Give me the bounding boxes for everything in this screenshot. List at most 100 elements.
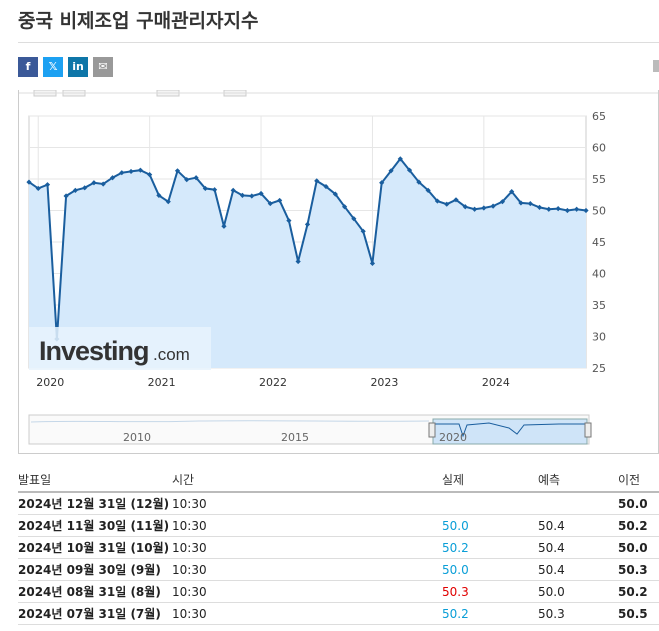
- row-actual: 50.0: [442, 518, 469, 533]
- data-point[interactable]: [397, 156, 403, 162]
- twitter-share-button[interactable]: 𝕏: [43, 57, 63, 77]
- data-point[interactable]: [490, 203, 496, 209]
- data-point[interactable]: [63, 193, 69, 199]
- row-forecast: 50.4: [538, 562, 565, 577]
- data-point[interactable]: [434, 198, 440, 204]
- header-date[interactable]: 발표일: [18, 473, 52, 487]
- data-point[interactable]: [332, 191, 338, 197]
- x-tick-label: 2020: [36, 376, 64, 389]
- data-point[interactable]: [100, 181, 106, 187]
- row-previous: 50.0: [618, 540, 648, 555]
- data-point[interactable]: [509, 189, 515, 195]
- data-point[interactable]: [202, 185, 208, 192]
- data-point[interactable]: [147, 171, 153, 178]
- row-time: 10:30: [172, 540, 207, 555]
- row-time: 10:30: [172, 496, 207, 511]
- data-point[interactable]: [230, 187, 236, 193]
- data-point[interactable]: [137, 167, 143, 173]
- chart-navigator[interactable]: 2010 2015 2020: [28, 414, 592, 445]
- header-previous: 이전: [618, 473, 641, 487]
- data-point[interactable]: [165, 199, 171, 205]
- data-point[interactable]: [518, 200, 524, 206]
- x-tick-label: 2022: [259, 376, 287, 389]
- data-point[interactable]: [26, 179, 32, 185]
- data-point[interactable]: [444, 201, 450, 207]
- data-point[interactable]: [481, 205, 487, 211]
- data-point[interactable]: [536, 204, 543, 210]
- data-point[interactable]: [360, 228, 366, 234]
- data-point[interactable]: [472, 206, 478, 212]
- release-history-table: 발표일 시간 실제 예측 이전 2024년 12월 31일 (12월) 10:3…: [18, 468, 659, 625]
- data-point[interactable]: [277, 197, 283, 204]
- linkedin-icon: in: [72, 60, 84, 73]
- linkedin-share-button[interactable]: in: [68, 57, 88, 77]
- data-point[interactable]: [388, 168, 394, 174]
- data-point[interactable]: [193, 175, 199, 181]
- facebook-share-button[interactable]: f: [18, 57, 38, 77]
- row-forecast: 50.4: [538, 540, 565, 555]
- data-point[interactable]: [304, 221, 311, 227]
- data-point[interactable]: [546, 206, 552, 212]
- row-date: 2024년 12월 31일 (12월): [18, 497, 170, 511]
- row-time: 10:30: [172, 562, 207, 577]
- row-forecast: 50.3: [538, 606, 565, 621]
- navigator-selected-range[interactable]: [432, 418, 588, 445]
- data-point[interactable]: [379, 180, 385, 186]
- row-actual: 50.2: [442, 540, 469, 555]
- x-tick-label: 2021: [148, 376, 176, 389]
- series-area: [29, 158, 586, 368]
- email-share-button[interactable]: ✉: [93, 57, 113, 77]
- row-forecast: 50.4: [538, 518, 565, 533]
- data-point[interactable]: [249, 193, 255, 199]
- x-tick-label: 2024: [482, 376, 510, 389]
- navigator-left-handle[interactable]: [428, 422, 436, 438]
- data-point[interactable]: [286, 217, 292, 224]
- table-row: 2024년 07월 31일 (7월) 10:30 50.2 50.3 50.5: [18, 603, 659, 625]
- data-point[interactable]: [369, 260, 376, 267]
- data-point[interactable]: [416, 179, 422, 185]
- data-point[interactable]: [258, 190, 264, 197]
- data-point[interactable]: [462, 204, 468, 210]
- data-point[interactable]: [453, 197, 459, 203]
- data-point[interactable]: [425, 187, 431, 193]
- data-point[interactable]: [583, 207, 589, 214]
- y-tick-label: 25: [592, 362, 606, 375]
- row-actual: 50.0: [442, 562, 469, 577]
- data-point[interactable]: [211, 187, 218, 193]
- header-actual: 실제: [442, 473, 465, 487]
- print-icon[interactable]: [653, 60, 659, 72]
- data-point[interactable]: [35, 185, 41, 192]
- data-point[interactable]: [128, 168, 134, 175]
- data-point[interactable]: [574, 206, 580, 212]
- header-time: 시간: [172, 473, 195, 487]
- data-point[interactable]: [91, 180, 97, 186]
- data-point[interactable]: [184, 177, 190, 183]
- data-point[interactable]: [174, 168, 181, 174]
- data-point[interactable]: [323, 183, 329, 190]
- page-title: 중국 비제조업 구매관리자지수: [18, 10, 259, 32]
- data-point[interactable]: [499, 199, 506, 205]
- logo-text-main: Investing: [39, 336, 149, 366]
- data-point[interactable]: [406, 167, 413, 173]
- data-point[interactable]: [239, 192, 246, 198]
- data-point[interactable]: [109, 175, 116, 181]
- navigator-right-handle[interactable]: [584, 422, 592, 438]
- row-time: 10:30: [172, 518, 207, 533]
- data-point[interactable]: [351, 216, 357, 222]
- row-forecast: 50.0: [538, 584, 565, 599]
- data-point[interactable]: [72, 187, 78, 193]
- data-point[interactable]: [341, 204, 348, 210]
- row-date: 2024년 07월 31일 (7월): [18, 607, 161, 621]
- row-actual: 50.3: [442, 584, 469, 599]
- data-point[interactable]: [527, 200, 533, 207]
- navigator-label-2015: 2015: [281, 431, 309, 444]
- data-point[interactable]: [221, 223, 227, 229]
- email-icon: ✉: [98, 60, 108, 73]
- data-point[interactable]: [564, 207, 570, 214]
- data-point[interactable]: [295, 258, 301, 265]
- data-point[interactable]: [82, 185, 88, 191]
- data-point[interactable]: [156, 192, 162, 198]
- data-point[interactable]: [119, 170, 125, 176]
- table-row: 2024년 10월 31일 (10월) 10:30 50.2 50.4 50.0: [18, 537, 659, 559]
